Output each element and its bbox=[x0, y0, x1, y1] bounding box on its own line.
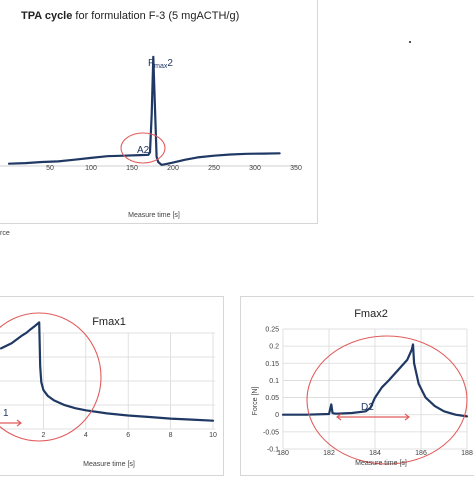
fmax1-arrowhead bbox=[16, 419, 22, 427]
fmax2-gridlines bbox=[282, 328, 468, 450]
a2-highlight-ellipse bbox=[120, 132, 166, 164]
fmax2-y-tick-label: 0 bbox=[275, 412, 279, 419]
tpa-x-tick-label: 250 bbox=[208, 165, 220, 172]
stray-dot bbox=[409, 41, 411, 43]
fmax2-title: Fmax2 bbox=[354, 308, 388, 320]
tpa-chart-title: TPA cycle for formulation F-3 (5 mgACTH/… bbox=[21, 10, 239, 22]
fmax1-series-line bbox=[0, 321, 215, 422]
tpa-x-axis-label: Measure time [s] bbox=[128, 212, 180, 219]
force-label-fragment: rce bbox=[0, 230, 10, 237]
tpa-x-ticks: 50 100 150 200 250 300 350 bbox=[46, 165, 302, 172]
fmax1-x-tick-label: 6 bbox=[126, 432, 130, 439]
fmax2-series-line bbox=[281, 343, 469, 418]
tpa-cycle-chart: TPA cycle for formulation F-3 (5 mgACTH/… bbox=[0, 10, 302, 219]
fmax1-highlight-ellipse bbox=[0, 312, 102, 442]
fmax2-y-tick-label: 0.05 bbox=[265, 395, 279, 402]
fmax1-chart: Fmax1 2 4 6 8 10 1 Measure time [s] bbox=[0, 312, 217, 468]
fmax2-annotation: Fmax2 bbox=[148, 58, 173, 70]
fmax2-x-tick-label: 186 bbox=[415, 450, 427, 457]
tpa-cycle-chart-panel: TPA cycle for formulation F-3 (5 mgACTH/… bbox=[0, 0, 318, 224]
fmax2-x-axis-label: Measure time [s] bbox=[355, 460, 407, 467]
fmax1-title: Fmax1 bbox=[92, 316, 126, 328]
fmax1-annotation: 1 bbox=[3, 408, 9, 419]
fmax1-x-tick-label: 2 bbox=[41, 432, 45, 439]
fmax2-y-axis-label: Force [N] bbox=[252, 387, 259, 416]
a2-annotation: A2 bbox=[137, 145, 150, 156]
fmax1-chart-panel: Fmax1 2 4 6 8 10 1 Measure time [s] bbox=[0, 296, 224, 476]
tpa-x-tick-label: 200 bbox=[167, 165, 179, 172]
fmax2-y-tick-label: 0.1 bbox=[269, 378, 279, 385]
fmax2-y-tick-label: -0.05 bbox=[263, 429, 279, 436]
tpa-title-bold: TPA cycle bbox=[21, 10, 72, 22]
fmax2-y-tick-label: 0.2 bbox=[269, 344, 279, 351]
fmax1-gridlines bbox=[0, 332, 215, 430]
fmax1-x-tick-label: 8 bbox=[169, 432, 173, 439]
fmax1-x-axis-label: Measure time [s] bbox=[83, 461, 135, 468]
tpa-y-axis-label-fragment: rce bbox=[0, 230, 10, 237]
fmax2-annotation: D2 bbox=[361, 402, 374, 413]
tpa-x-tick-label: 50 bbox=[46, 165, 54, 172]
fmax1-x-ticks: 2 4 6 8 10 bbox=[41, 432, 217, 439]
d2-arrowhead-left bbox=[336, 413, 342, 421]
fmax2-chart-panel: Fmax2 Force [N] 0.25 0.2 0.15 0.1 0.05 0 -0.05… bbox=[240, 296, 474, 476]
fmax1-x-tick-label: 4 bbox=[84, 432, 88, 439]
tpa-x-tick-label: 350 bbox=[290, 165, 302, 172]
fmax1-x-tick-label: 10 bbox=[209, 432, 217, 439]
fmax2-x-tick-label: 182 bbox=[323, 450, 335, 457]
fmax2-y-tick-label: 0.25 bbox=[265, 327, 279, 334]
d2-arrowhead-right bbox=[404, 413, 410, 421]
fmax2-y-tick-label: 0.15 bbox=[265, 361, 279, 368]
tpa-x-tick-label: 100 bbox=[85, 165, 97, 172]
fmax2-x-tick-label: 184 bbox=[369, 450, 381, 457]
fmax2-x-ticks: 180 182 184 186 188 bbox=[277, 450, 473, 457]
fmax2-chart: Fmax2 Force [N] 0.25 0.2 0.15 0.1 0.05 0 -0.05… bbox=[252, 308, 473, 467]
fmax2-x-tick-label: 180 bbox=[277, 450, 289, 457]
fmax2-y-ticks: 0.25 0.2 0.15 0.1 0.05 0 -0.05 -0.1 bbox=[263, 327, 279, 454]
fmax2-y-tick-label: -0.1 bbox=[267, 447, 279, 454]
fmax2-x-tick-label: 188 bbox=[461, 450, 473, 457]
fmax2-highlight-ellipse bbox=[306, 335, 468, 465]
tpa-title-rest: for formulation F-3 (5 mgACTH/g) bbox=[72, 10, 239, 22]
tpa-series-line bbox=[7, 55, 281, 166]
tpa-x-tick-label: 150 bbox=[126, 165, 138, 172]
tpa-x-tick-label: 300 bbox=[249, 165, 261, 172]
